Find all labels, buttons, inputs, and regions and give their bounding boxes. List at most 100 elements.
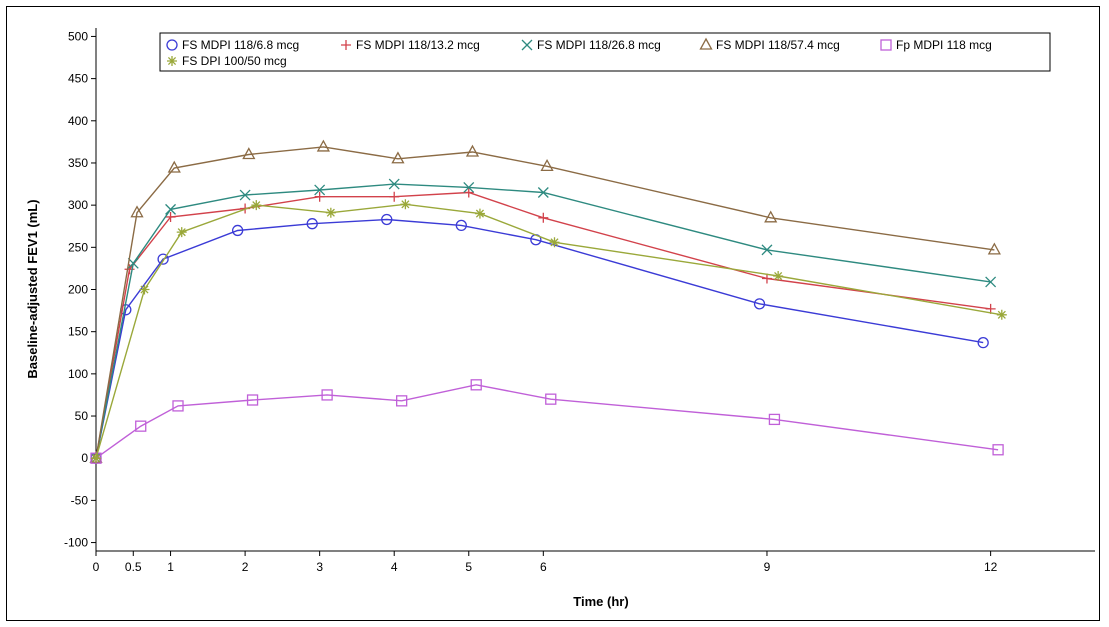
legend-marker <box>880 39 892 51</box>
series-5 <box>90 379 1004 464</box>
data-point <box>761 273 772 284</box>
x-tick-label: 3 <box>316 560 323 574</box>
data-point <box>992 444 1004 456</box>
y-tick-label: 150 <box>68 325 88 339</box>
legend-marker <box>699 37 713 50</box>
x-tick-label: 0 <box>93 560 100 574</box>
data-point <box>176 227 187 238</box>
y-tick-label: 500 <box>68 29 88 43</box>
y-tick-label: 300 <box>68 198 88 212</box>
data-point <box>325 207 336 218</box>
data-point <box>388 178 400 190</box>
x-tick-label: 5 <box>465 560 472 574</box>
data-point <box>321 389 333 401</box>
data-point <box>172 400 184 412</box>
data-point <box>167 160 181 173</box>
data-point <box>381 213 393 226</box>
data-point <box>463 187 474 198</box>
series-line <box>95 146 995 459</box>
data-point <box>987 242 1001 255</box>
legend-label: FS MDPI 118/26.8 mcg <box>537 38 661 52</box>
data-point <box>396 395 408 407</box>
series-6 <box>91 199 1007 464</box>
data-point <box>316 139 330 152</box>
data-point <box>165 203 177 215</box>
x-tick-label: 12 <box>984 560 998 574</box>
data-point <box>465 144 480 157</box>
data-point <box>549 237 560 248</box>
data-point <box>246 394 259 406</box>
legend-item: FS MDPI 118/57.4 mcg <box>699 37 840 52</box>
legend-marker <box>167 56 177 66</box>
legend-label: FS MDPI 118/13.2 mcg <box>356 38 480 52</box>
data-point <box>314 191 325 202</box>
axes: -100 -50 0 50 100 150 200 250 300 350 400 450 500 0 0.… <box>64 28 1095 574</box>
legend-label: Fp MDPI 118 mcg <box>896 38 992 52</box>
x-tick-label: 4 <box>391 560 398 574</box>
data-point <box>231 224 244 237</box>
data-point <box>455 219 467 232</box>
data-point <box>130 205 144 218</box>
legend-item: FS MDPI 118/26.8 mcg <box>521 38 661 52</box>
series-3 <box>90 178 997 464</box>
data-point <box>764 210 778 223</box>
data-point <box>540 158 554 171</box>
x-tick-label: 2 <box>242 560 249 574</box>
data-point <box>996 309 1007 320</box>
legend-marker <box>166 39 178 51</box>
data-point <box>251 200 262 211</box>
data-point <box>314 184 326 196</box>
legend-label: FS MDPI 118/6.8 mcg <box>182 38 299 52</box>
y-tick-label: 100 <box>68 367 88 381</box>
data-point <box>463 181 475 193</box>
legend-item: FS MDPI 118/6.8 mcg <box>166 38 299 52</box>
series-line <box>95 384 999 459</box>
legend-marker <box>521 39 533 51</box>
series-line <box>95 191 991 459</box>
legend-item: FS DPI 100/50 mcg <box>167 54 287 68</box>
data-point <box>139 284 150 295</box>
x-tick-label: 6 <box>540 560 547 574</box>
y-tick-label: 450 <box>68 72 88 86</box>
y-tick-label: 50 <box>75 409 89 423</box>
data-point <box>977 336 989 349</box>
series-line <box>95 218 984 459</box>
data-point <box>538 212 549 223</box>
data-point <box>91 453 101 464</box>
data-point <box>761 244 773 256</box>
y-tick-label: 250 <box>68 240 88 254</box>
data-point <box>242 147 256 160</box>
legend: FS MDPI 118/6.8 mcg FS MDPI 118/13.2 mcg F… <box>159 32 1051 72</box>
x-tick-label: 9 <box>764 560 771 574</box>
data-point <box>127 257 139 269</box>
data-point <box>537 187 549 198</box>
data-point <box>768 413 781 426</box>
legend-box <box>159 32 1051 72</box>
y-tick-label: -100 <box>64 536 88 550</box>
series-line <box>95 203 1002 459</box>
data-point <box>545 393 557 405</box>
y-tick-label: 200 <box>68 283 88 297</box>
data-point <box>389 191 400 202</box>
series-1 <box>90 213 989 464</box>
legend-marker <box>341 40 351 50</box>
series-4 <box>89 139 1001 463</box>
data-point <box>135 420 147 432</box>
y-tick-label: -50 <box>71 493 89 507</box>
legend-item: FS MDPI 118/13.2 mcg <box>341 38 480 52</box>
y-tick-label: 0 <box>81 451 88 465</box>
x-tick-label: 1 <box>167 560 174 574</box>
data-point <box>239 189 251 201</box>
data-point <box>165 211 176 222</box>
y-tick-label: 400 <box>68 114 88 128</box>
legend-label: FS MDPI 118/57.4 mcg <box>716 38 840 52</box>
data-point <box>773 271 784 282</box>
series-2 <box>91 187 996 464</box>
x-tick-label: 0.5 <box>125 560 142 574</box>
data-point <box>306 218 318 230</box>
data-point <box>470 379 482 391</box>
data-point <box>400 199 411 210</box>
data-point <box>753 298 766 310</box>
data-point <box>391 151 405 164</box>
